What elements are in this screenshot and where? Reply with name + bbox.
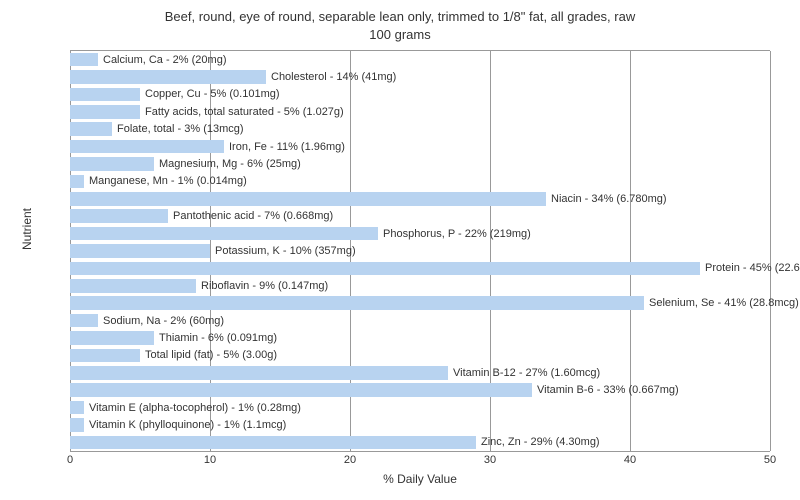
bar	[70, 418, 84, 432]
bar	[70, 314, 98, 328]
bar	[70, 192, 546, 206]
bar	[70, 88, 140, 102]
title-line2: 100 grams	[369, 27, 430, 42]
bar	[70, 244, 210, 258]
y-axis-label: Nutrient	[20, 208, 34, 250]
bar-label: Niacin - 34% (6.780mg)	[546, 193, 667, 205]
bar-label: Selenium, Se - 41% (28.8mcg)	[644, 297, 799, 309]
bar	[70, 436, 476, 450]
x-tick-label: 0	[67, 454, 73, 466]
bar-label: Vitamin B-12 - 27% (1.60mcg)	[448, 367, 600, 379]
bar-row: Vitamin B-6 - 33% (0.667mg)	[70, 383, 770, 397]
bar-label: Protein - 45% (22.60g)	[700, 262, 800, 274]
bar-row: Niacin - 34% (6.780mg)	[70, 192, 770, 206]
bar-label: Cholesterol - 14% (41mg)	[266, 71, 396, 83]
x-tick-label: 40	[624, 454, 636, 466]
bar-label: Vitamin E (alpha-tocopherol) - 1% (0.28m…	[84, 402, 301, 414]
bar-row: Pantothenic acid - 7% (0.668mg)	[70, 209, 770, 223]
bar-row: Riboflavin - 9% (0.147mg)	[70, 279, 770, 293]
bar	[70, 70, 266, 84]
bar-row: Protein - 45% (22.60g)	[70, 262, 770, 276]
bar-label: Zinc, Zn - 29% (4.30mg)	[476, 436, 600, 448]
bar-row: Sodium, Na - 2% (60mg)	[70, 314, 770, 328]
bar	[70, 175, 84, 189]
bar-label: Pantothenic acid - 7% (0.668mg)	[168, 210, 333, 222]
bar-row: Fatty acids, total saturated - 5% (1.027…	[70, 105, 770, 119]
bar	[70, 122, 112, 136]
bar-label: Magnesium, Mg - 6% (25mg)	[154, 158, 301, 170]
bar-row: Calcium, Ca - 2% (20mg)	[70, 53, 770, 67]
bar-row: Copper, Cu - 5% (0.101mg)	[70, 88, 770, 102]
bar	[70, 383, 532, 397]
bar-row: Vitamin K (phylloquinone) - 1% (1.1mcg)	[70, 418, 770, 432]
bar-label: Manganese, Mn - 1% (0.014mg)	[84, 175, 247, 187]
bar	[70, 262, 700, 276]
bar-row: Magnesium, Mg - 6% (25mg)	[70, 157, 770, 171]
bar	[70, 296, 644, 310]
bar-label: Vitamin K (phylloquinone) - 1% (1.1mcg)	[84, 419, 286, 431]
bar	[70, 157, 154, 171]
nutrient-chart: Beef, round, eye of round, separable lea…	[0, 0, 800, 500]
bar-label: Total lipid (fat) - 5% (3.00g)	[140, 349, 277, 361]
bar-row: Vitamin B-12 - 27% (1.60mcg)	[70, 366, 770, 380]
bar	[70, 401, 84, 415]
bar-row: Potassium, K - 10% (357mg)	[70, 244, 770, 258]
bar-label: Calcium, Ca - 2% (20mg)	[98, 54, 226, 66]
bar	[70, 331, 154, 345]
bar-label: Folate, total - 3% (13mcg)	[112, 123, 244, 135]
bar	[70, 366, 448, 380]
bar-row: Iron, Fe - 11% (1.96mg)	[70, 140, 770, 154]
bar-label: Thiamin - 6% (0.091mg)	[154, 332, 277, 344]
x-tick-label: 30	[484, 454, 496, 466]
bar-label: Potassium, K - 10% (357mg)	[210, 245, 356, 257]
bar-row: Total lipid (fat) - 5% (3.00g)	[70, 349, 770, 363]
bar-label: Riboflavin - 9% (0.147mg)	[196, 280, 328, 292]
bar-row: Selenium, Se - 41% (28.8mcg)	[70, 296, 770, 310]
bar-row: Manganese, Mn - 1% (0.014mg)	[70, 175, 770, 189]
title-line1: Beef, round, eye of round, separable lea…	[165, 9, 635, 24]
bar-label: Phosphorus, P - 22% (219mg)	[378, 228, 531, 240]
bar	[70, 279, 196, 293]
plot-area: Calcium, Ca - 2% (20mg) Cholesterol - 14%…	[70, 50, 770, 452]
x-tick-label: 50	[764, 454, 776, 466]
bar	[70, 209, 168, 223]
bar	[70, 105, 140, 119]
gridline	[770, 51, 771, 451]
bar-row: Zinc, Zn - 29% (4.30mg)	[70, 436, 770, 450]
x-tick-label: 20	[344, 454, 356, 466]
bar-row: Vitamin E (alpha-tocopherol) - 1% (0.28m…	[70, 401, 770, 415]
bar-label: Vitamin B-6 - 33% (0.667mg)	[532, 384, 679, 396]
x-tick-label: 10	[204, 454, 216, 466]
bar	[70, 227, 378, 241]
bar-label: Sodium, Na - 2% (60mg)	[98, 315, 224, 327]
bar-row: Cholesterol - 14% (41mg)	[70, 70, 770, 84]
bar	[70, 349, 140, 363]
bar-label: Iron, Fe - 11% (1.96mg)	[224, 141, 345, 153]
chart-title: Beef, round, eye of round, separable lea…	[0, 0, 800, 43]
bar-label: Fatty acids, total saturated - 5% (1.027…	[140, 106, 344, 118]
x-axis-label: % Daily Value	[383, 472, 457, 486]
bar-row: Phosphorus, P - 22% (219mg)	[70, 227, 770, 241]
bar	[70, 53, 98, 67]
bar	[70, 140, 224, 154]
bar-row: Thiamin - 6% (0.091mg)	[70, 331, 770, 345]
bar-row: Folate, total - 3% (13mcg)	[70, 122, 770, 136]
bar-label: Copper, Cu - 5% (0.101mg)	[140, 88, 280, 100]
